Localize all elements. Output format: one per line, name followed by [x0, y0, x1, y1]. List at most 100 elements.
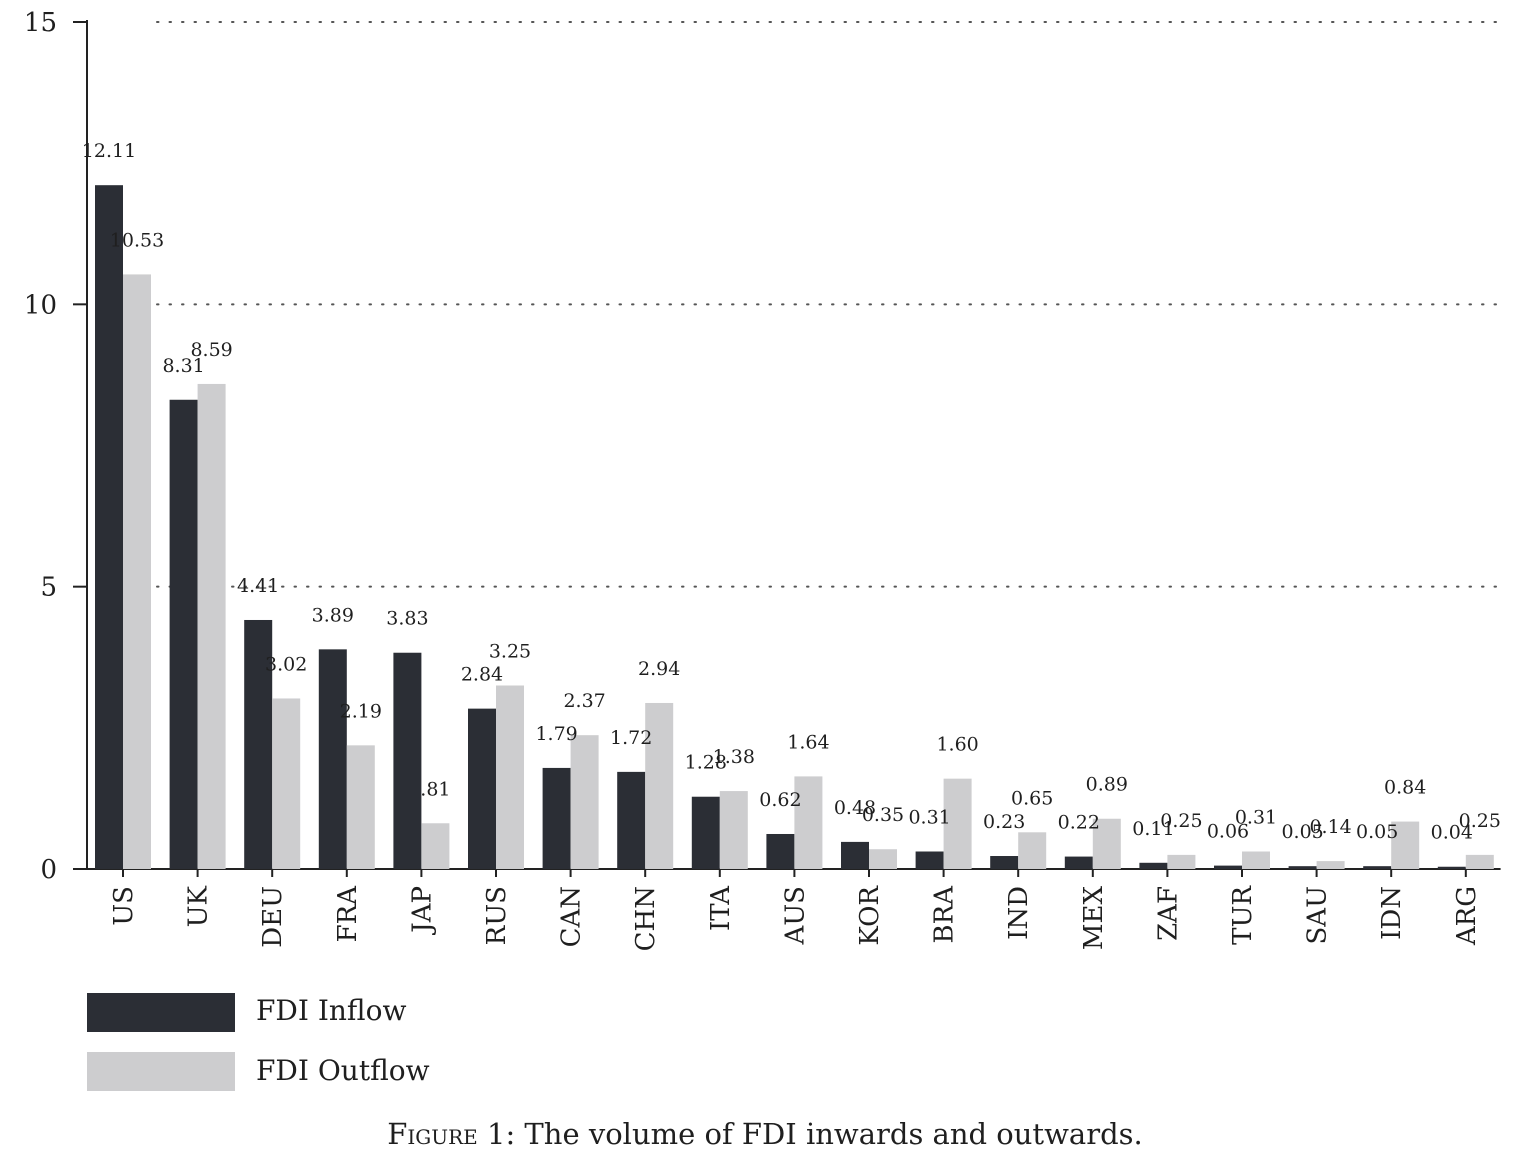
data-label-outflow: 0.25 — [1160, 810, 1202, 832]
x-tick-label: ZAF — [1153, 886, 1183, 941]
data-label-inflow: 0.48 — [834, 797, 876, 819]
bar-outflow — [1092, 818, 1121, 869]
y-tick-label: 15 — [24, 8, 57, 38]
bar-inflow — [1363, 866, 1392, 869]
data-label-outflow: 0.31 — [1235, 806, 1277, 828]
data-label-inflow: 0.06 — [1207, 821, 1249, 843]
legend-label-outflow: FDI Outflow — [256, 1054, 430, 1087]
bar-outflow — [1465, 854, 1494, 869]
bar-outflow — [496, 685, 524, 869]
bar-outflow — [570, 735, 599, 869]
legend: FDI Inflow FDI Outflow — [87, 993, 430, 1091]
bar-outflow — [272, 698, 301, 869]
data-label-inflow: 8.31 — [162, 355, 204, 377]
bar-inflow — [617, 771, 646, 869]
y-tick-label: 10 — [24, 290, 57, 320]
figure-caption-text: : The volume of FDI inwards and outwards… — [505, 1117, 1142, 1151]
data-label-outflow: 0.25 — [1459, 810, 1501, 832]
data-label-outflow: 1.64 — [787, 731, 829, 753]
bars — [95, 185, 1494, 869]
x-tick-label: US — [109, 886, 139, 926]
tick-labels: 0 5 10 15 US UK DEU FRA JAP RUS CAN CHN ITA AUS KOR BRA… — [24, 8, 1482, 951]
data-label-outflow: 10.53 — [110, 229, 164, 251]
x-tick-label: KOR — [855, 885, 885, 946]
bar-outflow — [1167, 854, 1196, 869]
data-label-inflow: 12.11 — [82, 140, 136, 162]
bar-outflow — [1316, 861, 1345, 869]
bar-inflow — [318, 649, 347, 869]
bar-outflow — [197, 383, 226, 869]
bar-inflow — [691, 796, 720, 869]
data-label-outflow: 0.84 — [1384, 777, 1426, 799]
data-label-inflow: 0.62 — [759, 789, 801, 811]
bar-inflow — [169, 399, 198, 869]
bar-inflow — [542, 767, 571, 869]
bar-outflow — [1018, 832, 1047, 869]
bar-outflow — [719, 791, 748, 869]
data-label-outflow: 3.25 — [489, 640, 531, 662]
data-label-outflow: 2.19 — [340, 700, 382, 722]
x-tick-label: ARG — [1452, 886, 1482, 946]
x-tick-label: DEU — [258, 886, 288, 948]
bar-inflow — [95, 185, 123, 869]
bar-outflow — [943, 778, 972, 869]
data-label-inflow: 1.72 — [610, 727, 652, 749]
x-tick-label: AUS — [780, 886, 810, 946]
x-tick-label: ITA — [706, 885, 736, 931]
legend-label-inflow: FDI Inflow — [256, 994, 406, 1027]
legend-swatch-outflow — [87, 1052, 235, 1091]
bar-outflow — [1391, 821, 1420, 869]
data-label-inflow: 0.04 — [1431, 822, 1473, 844]
data-label-outflow: 0.89 — [1086, 774, 1128, 796]
data-label-outflow: 0.14 — [1309, 816, 1351, 838]
data-label-outflow: 0.65 — [1011, 787, 1053, 809]
data-label-inflow: 0.22 — [1058, 812, 1100, 834]
y-tick-label: 0 — [40, 855, 57, 885]
bar-inflow — [244, 619, 273, 869]
data-label-inflow: 0.05 — [1281, 821, 1323, 843]
data-label-inflow: 0.05 — [1356, 821, 1398, 843]
figure-caption: Figure 1: The volume of FDI inwards and … — [387, 1117, 1142, 1151]
bar-inflow — [1288, 866, 1317, 869]
bar-inflow — [1214, 865, 1242, 869]
bar-outflow — [1242, 851, 1270, 869]
x-tick-label: IND — [1004, 886, 1034, 940]
x-tick-label: TUR — [1228, 885, 1258, 945]
x-tick-label: JAP — [407, 886, 437, 936]
bar-inflow — [468, 708, 496, 869]
legend-swatch-inflow — [87, 993, 235, 1032]
data-label-inflow: 1.28 — [685, 752, 727, 774]
data-label-outflow: 1.38 — [713, 746, 755, 768]
data-label-inflow: 0.11 — [1132, 818, 1174, 840]
data-label-inflow: 1.79 — [535, 723, 577, 745]
x-tick-label: SAU — [1303, 886, 1333, 945]
bar-inflow — [990, 856, 1019, 869]
x-tick-label: IDN — [1377, 886, 1407, 940]
figure-caption-label: Figure 1 — [387, 1117, 505, 1151]
data-label-inflow: 2.84 — [461, 664, 503, 686]
data-label-outflow: 0.35 — [862, 804, 904, 826]
data-label-inflow: 0.31 — [908, 806, 950, 828]
x-tick-label: UK — [184, 885, 214, 927]
bar-outflow — [645, 702, 674, 869]
bar-inflow — [841, 841, 869, 869]
bar-outflow — [421, 823, 450, 869]
bar-inflow — [1064, 856, 1093, 869]
data-label-outflow: 2.94 — [638, 658, 680, 680]
bar-outflow — [794, 776, 823, 869]
x-tick-label: BRA — [930, 885, 960, 944]
data-label-outflow: 1.60 — [936, 734, 978, 756]
data-label-inflow: 0.23 — [983, 811, 1025, 833]
bar-inflow — [1139, 862, 1168, 869]
bar-outflow — [123, 274, 151, 869]
data-label-outflow: 3.02 — [265, 653, 307, 675]
bar-outflow — [346, 745, 375, 869]
data-label-outflow: 8.59 — [190, 339, 232, 361]
data-label-inflow: 3.83 — [386, 608, 428, 630]
data-label-outflow: 2.37 — [563, 690, 605, 712]
y-tick-label: 5 — [40, 573, 57, 603]
x-tick-label: CHN — [631, 886, 661, 951]
x-tick-label: FRA — [333, 885, 363, 943]
data-label-outflow: .81 — [420, 778, 450, 800]
